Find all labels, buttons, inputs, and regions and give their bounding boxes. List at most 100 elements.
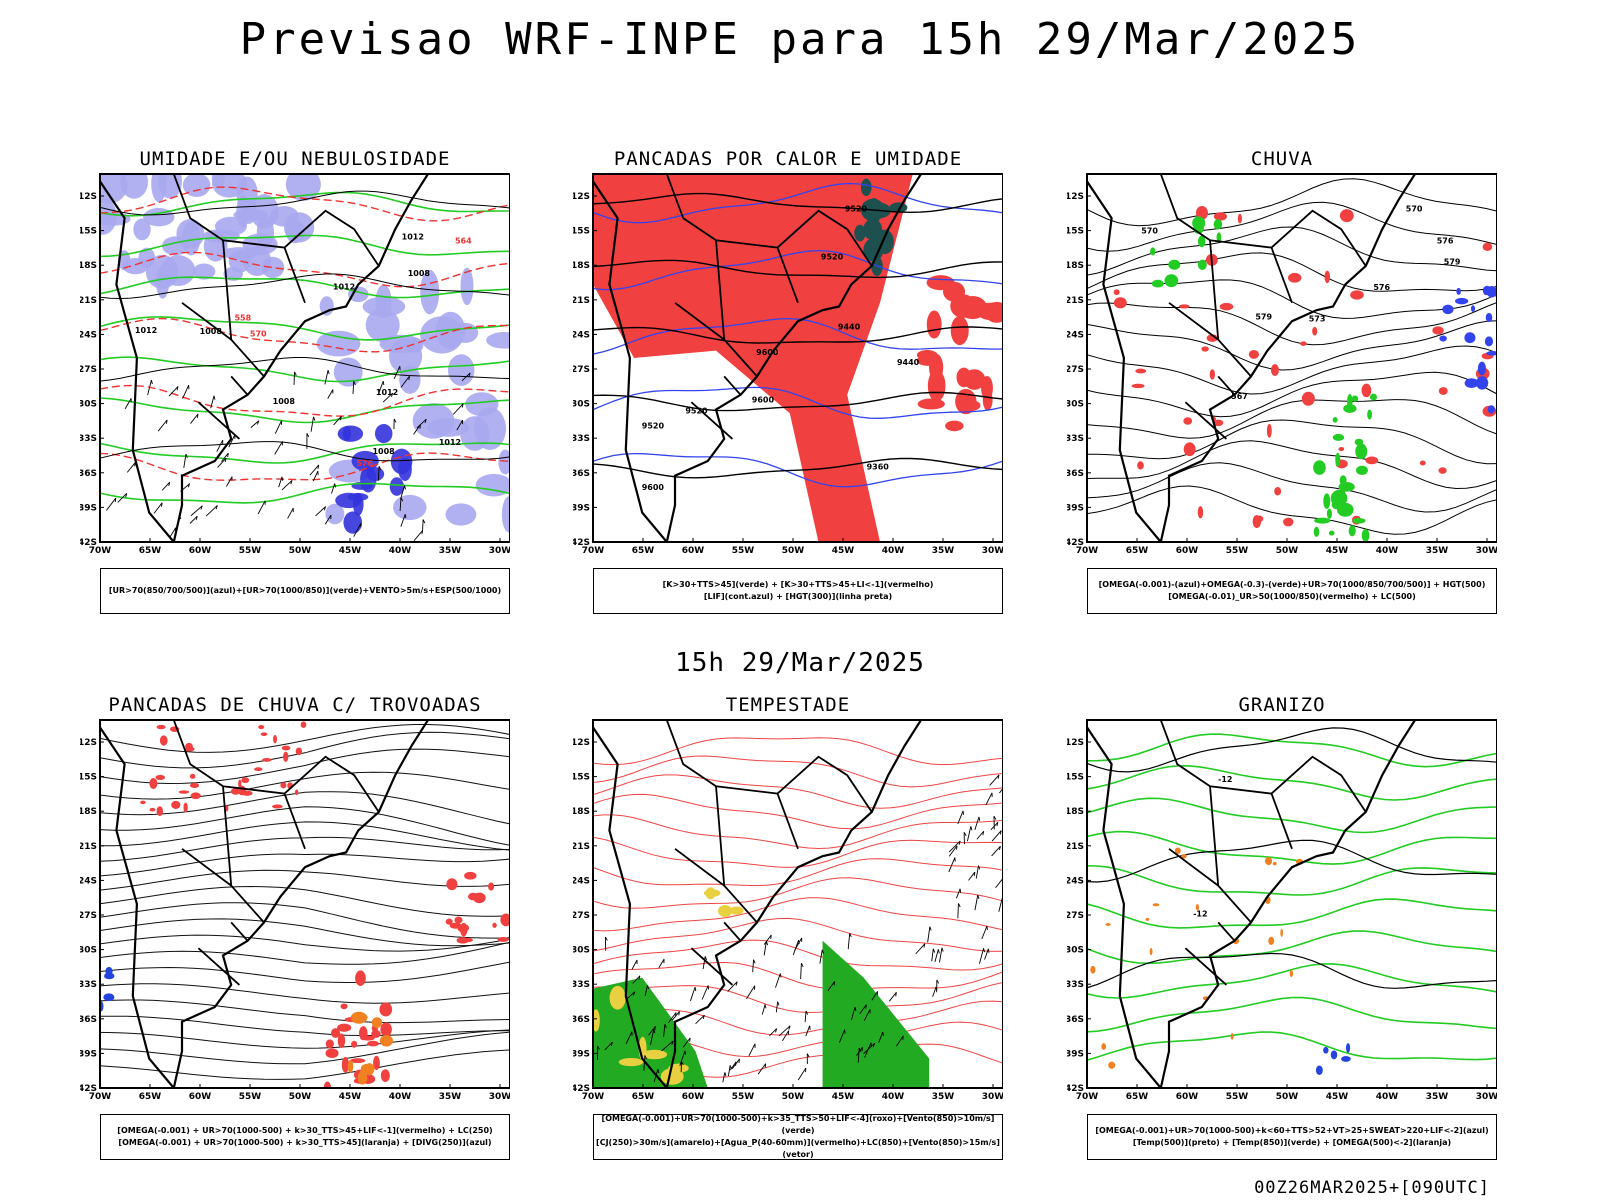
lat-tick-label: 18S [80,261,97,271]
lon-tick-label: 60W [682,546,705,556]
legend-line: [OMEGA(-0.001) + UR>70(1000-500) + k>30_… [117,1126,493,1135]
lat-tick-label: 12S [80,192,97,202]
lon-tick-label: 35W [932,546,955,556]
contour-label: 1012 [439,438,461,447]
legend-box: [UR>70(850/700/500)](azul)+[UR>70(1000/8… [100,568,510,614]
lon-tick-label: 55W [1226,1092,1249,1102]
coastline [1087,174,1416,542]
contour-label: 570 [1141,227,1158,236]
contour-label: 1008 [372,447,395,456]
map-frame [99,173,510,543]
lon-tick-label: 55W [239,1092,262,1102]
lat-tick-label: 39S [1067,1049,1084,1059]
lat-tick-label: 42S [1067,1084,1084,1094]
country-border [674,302,725,341]
legend-line: [LIF](cont.azul) + [HGT(300)](linha pret… [703,592,893,601]
contour-label: 579 [1255,313,1272,322]
lat-tick-label: 21S [573,296,590,306]
contour-label: 570 [1406,205,1423,214]
lon-tick-label: 65W [1126,1092,1149,1102]
map-granizo: -12 -12 12S 15S 18S 21S 24S 27S 30S 33S 36S 39S 42S7… [1067,719,1497,1102]
lon-tick-label: 30W [982,1092,1003,1102]
panel-title: PANCADAS DE CHUVA C/ TROVOADAS [108,694,482,716]
lat-tick-label: 24S [573,330,590,340]
contour-label: 9440 [838,323,861,332]
panel-trovoadas: PANCADAS DE CHUVA C/ TROVOADAS 12S 15S 18S… [80,694,510,1164]
lon-tick-label: 40W [882,1092,905,1102]
country-border [665,720,799,850]
legend-box: [OMEGA(-0.001) + UR>70(1000-500) + k>30_… [100,1114,510,1160]
country-border [172,720,306,850]
country-border [776,209,873,267]
lon-tick-label: 55W [732,546,755,556]
lon-tick-label: 70W [582,1092,605,1102]
lat-tick-label: 36S [80,1015,97,1025]
lat-tick-label: 21S [573,842,590,852]
lon-tick-label: 70W [1076,546,1099,556]
lon-tick-label: 70W [89,546,112,556]
map-frame [1086,173,1497,543]
lat-tick-label: 27S [1067,365,1084,375]
lat-tick-label: 15S [1067,227,1084,237]
legend-line: [Temp(500)](preto) + [Temp(850)](verde) … [1132,1138,1452,1147]
lon-tick-label: 55W [1226,546,1249,556]
lat-tick-label: 12S [573,738,590,748]
contour-label: 573 [1309,315,1326,324]
panel-granizo: GRANIZO -12 -12 12S 15S 18S 21S 24S 27S 30S 33S 36… [1067,694,1497,1164]
coastline [593,720,922,1088]
lon-tick-label: 30W [1476,546,1497,556]
legend-box: [OMEGA(-0.001)+UR>70(1000-500)+k<60+TTS>… [1087,1114,1497,1160]
country-border [1168,302,1219,341]
lon-tick-label: 45W [832,546,855,556]
country-border [690,947,734,986]
panel-title: GRANIZO [1238,694,1326,716]
legend-line: [OMEGA(-0.001)+UR>70(1000-500)+k<60+TTS>… [1095,1126,1489,1135]
contour-label: 9600 [752,396,775,405]
contour-label: 9360 [867,463,890,472]
lat-tick-label: 27S [1067,911,1084,921]
lon-tick-label: 55W [239,546,262,556]
lon-tick-label: 50W [289,546,312,556]
legend-line: [OMEGA(-0.001)+UR>70(1000-500)+k>35_TTS>… [601,1114,995,1135]
lon-tick-label: 65W [632,546,655,556]
country-border [776,755,873,813]
legend-line: [K>30+TTS>45](verde) + [K>30+TTS>45+LI<-… [662,580,934,589]
contour-label: 1012 [402,232,424,241]
lon-tick-label: 35W [1426,546,1449,556]
contour-label: 9600 [642,483,665,492]
lon-tick-label: 60W [189,1092,212,1102]
lon-tick-label: 45W [832,1092,855,1102]
coastline [100,720,429,1088]
lat-tick-label: 27S [573,365,590,375]
lat-tick-label: 21S [80,842,97,852]
lon-tick-label: 50W [1276,1092,1299,1102]
contour-label: 576 [1373,283,1390,292]
country-border [181,848,232,887]
lon-tick-label: 30W [489,546,510,556]
lon-tick-label: 65W [139,1092,162,1102]
country-border [197,947,241,986]
lat-tick-label: 30S [80,946,97,956]
lat-tick-label: 30S [573,946,590,956]
contour-label: 570 [250,330,267,339]
lat-tick-label: 18S [80,807,97,817]
lon-tick-label: 50W [289,1092,312,1102]
lat-tick-label: 33S [573,980,590,990]
lat-tick-label: 24S [1067,330,1084,340]
lon-tick-label: 70W [1076,1092,1099,1102]
lat-tick-label: 39S [573,1049,590,1059]
contour-label: 9520 [821,253,844,262]
map-chuva: 576 579 576 573 570 567 570 579 12S 15S 18S 21S 24S 2… [1067,173,1497,556]
panel-umidade: UMIDADE E/OU NEBULOSIDADE 1012 1008 1008 10… [80,148,510,618]
country-border [1184,947,1228,986]
lat-tick-label: 30S [80,400,97,410]
lon-tick-label: 60W [189,546,212,556]
legend-box: [K>30+TTS>45](verde) + [K>30+TTS>45+LI<-… [593,568,1003,614]
lat-tick-label: 42S [573,1084,590,1094]
country-border [674,848,725,887]
country-border [723,375,742,396]
lat-tick-label: 30S [1067,946,1084,956]
lat-tick-label: 27S [573,911,590,921]
lon-tick-label: 45W [1326,1092,1349,1102]
